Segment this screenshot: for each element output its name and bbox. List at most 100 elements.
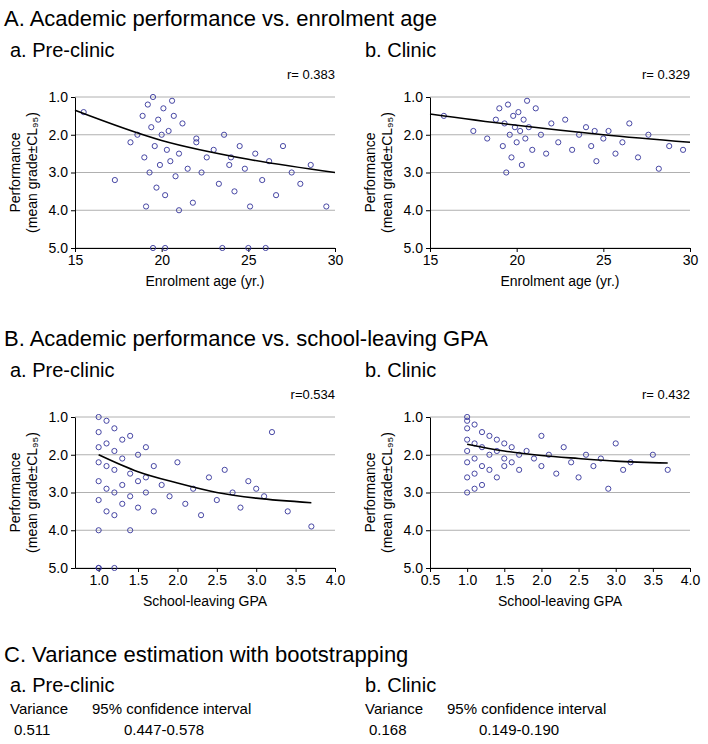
- data-point: [176, 208, 181, 213]
- data-point: [120, 482, 125, 487]
- tick: 4.0: [49, 522, 75, 538]
- data-point: [309, 524, 314, 529]
- data-point: [246, 245, 251, 250]
- data-point: [151, 509, 156, 514]
- y-axis-label: (mean grade±CL₉₅): [24, 432, 40, 553]
- tick-mark: [71, 97, 75, 98]
- tick: 15: [423, 248, 439, 268]
- data-point: [592, 128, 597, 133]
- grid-line: [430, 454, 690, 455]
- grid-line: [430, 417, 690, 418]
- data-point: [569, 460, 574, 465]
- data-point: [247, 204, 252, 209]
- data-point: [142, 155, 147, 160]
- data-point: [509, 155, 514, 160]
- data-point: [198, 513, 203, 518]
- grid-line: [430, 530, 690, 531]
- tick-label: 1.5: [129, 572, 149, 588]
- tick-label: 20: [154, 252, 170, 268]
- tick-mark: [71, 568, 75, 569]
- data-point: [517, 467, 522, 472]
- data-point: [518, 128, 523, 133]
- y-axis-label: (mean grade±CL₉₅): [379, 112, 395, 233]
- data-point: [242, 166, 247, 171]
- x-axis-label: School-leaving GPA: [143, 593, 268, 609]
- tick: 30: [683, 248, 699, 268]
- tick-mark: [426, 417, 430, 418]
- data-point: [269, 430, 274, 435]
- data-point: [154, 185, 159, 190]
- data-point: [246, 479, 251, 484]
- data-point: [539, 463, 544, 468]
- tick: 20: [154, 248, 170, 268]
- tick: 1.0: [404, 89, 430, 105]
- tick-label: 2.0: [404, 447, 424, 463]
- tick-label: 1.0: [458, 572, 478, 588]
- chart-title: b. Clinic: [365, 359, 436, 381]
- tick: 25: [596, 248, 612, 268]
- data-point: [128, 494, 133, 499]
- tick: 0.5: [421, 568, 441, 588]
- data-point: [493, 117, 498, 122]
- data-point: [479, 482, 484, 487]
- tick-label: 2.0: [168, 572, 188, 588]
- data-point: [171, 113, 176, 118]
- data-point: [524, 448, 529, 453]
- grid-line: [430, 97, 690, 98]
- y-axis-label: Performance: [7, 452, 23, 532]
- data-point: [157, 162, 162, 167]
- data-point: [159, 482, 164, 487]
- grid-line: [75, 210, 335, 211]
- data-point: [591, 463, 596, 468]
- data-point: [485, 136, 490, 141]
- data-point: [620, 140, 625, 145]
- data-point: [627, 121, 632, 126]
- tick: 20: [509, 248, 525, 268]
- tick-label: 2.5: [569, 572, 589, 588]
- data-point: [606, 128, 611, 133]
- tick: 2.0: [49, 127, 75, 143]
- tick: 5.0: [49, 560, 75, 576]
- data-point: [152, 143, 157, 148]
- data-point: [173, 174, 178, 179]
- grid-line: [75, 248, 335, 249]
- data-point: [472, 486, 477, 491]
- tick: 3.0: [404, 164, 430, 180]
- tick: 5.0: [49, 240, 75, 256]
- axis-line: [75, 418, 76, 569]
- variance-panel: a. Pre-clinicVariance95% confidence inte…: [10, 674, 251, 738]
- y-axis-label: Performance: [7, 132, 23, 212]
- y-axis-label: (mean grade±CL₉₅): [24, 112, 40, 233]
- grid-line: [430, 172, 690, 173]
- tick: 2.0: [404, 127, 430, 143]
- tick-label: 4.0: [49, 202, 69, 218]
- tick: 3.5: [286, 568, 306, 588]
- data-point: [465, 426, 470, 431]
- column-header: Variance: [10, 700, 68, 717]
- data-point: [183, 501, 188, 506]
- data-point: [96, 479, 101, 484]
- tick-label: 4.0: [681, 572, 701, 588]
- tick-label: 1.5: [495, 572, 515, 588]
- data-point: [538, 132, 543, 137]
- variance-panel: b. ClinicVariance95% confidence interval…: [365, 674, 606, 738]
- y-axis: 1.02.03.04.05.0: [404, 409, 431, 576]
- data-point: [509, 445, 514, 450]
- data-point: [505, 102, 510, 107]
- tick-label: 3.0: [49, 484, 69, 500]
- data-point: [465, 460, 470, 465]
- chart-title: a. Pre-clinic: [10, 39, 114, 61]
- tick-label: 30: [683, 252, 699, 268]
- tick-label: 25: [241, 252, 257, 268]
- data-point: [167, 494, 172, 499]
- data-point: [621, 467, 626, 472]
- data-point: [112, 513, 117, 518]
- tick-label: 2.0: [49, 127, 69, 143]
- data-point: [479, 463, 484, 468]
- data-point: [164, 147, 169, 152]
- annotation: r= 0.432: [642, 387, 690, 402]
- grid-line: [430, 568, 690, 569]
- data-point: [96, 528, 101, 533]
- data-point: [150, 245, 155, 250]
- tick-label: 3.0: [49, 164, 69, 180]
